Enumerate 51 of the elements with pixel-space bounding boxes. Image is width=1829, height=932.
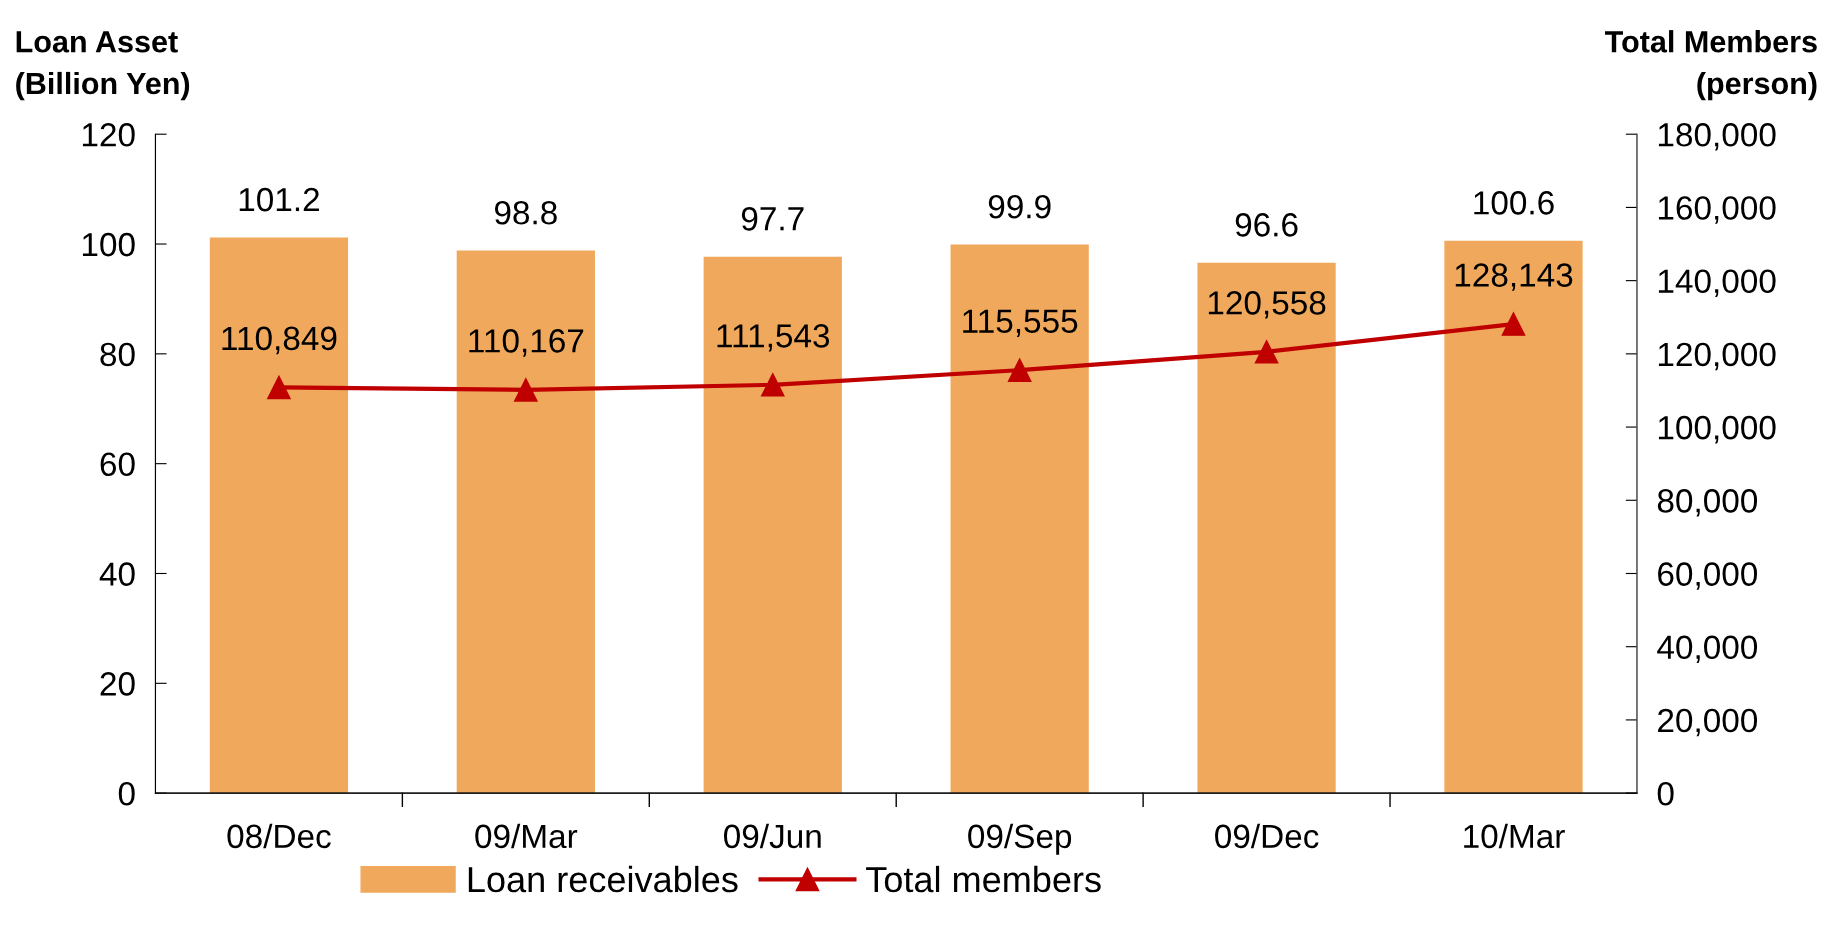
y-tick-label: 60 [100, 452, 135, 477]
data-label: 96.6 [1235, 213, 1298, 237]
x-tick-label: 09/Mar [475, 823, 578, 849]
bar [950, 244, 1089, 794]
data-label: 101.2 [239, 187, 319, 212]
x-tick-label: 09/Jun [724, 823, 821, 849]
y2-tick-label: 140,000 [1658, 269, 1776, 297]
data-label: 99.9 [988, 194, 1051, 219]
y2-tick-label: 120,000 [1658, 342, 1776, 371]
y-tick-label: 40 [99, 562, 135, 586]
y2-tick-label: 40,000 [1657, 635, 1758, 664]
y2-tick-label: 60,000 [1658, 562, 1758, 590]
data-label: 110,849 [222, 326, 337, 355]
point [1007, 358, 1032, 382]
point [1254, 340, 1279, 364]
bar [703, 256, 842, 794]
y-tick-label: 100 [82, 232, 135, 257]
y-tick-label: 120 [82, 123, 135, 147]
y-axis-title: Loan Asset (Billion Yen) [16, 31, 190, 101]
y2-axis-title: Total Members (person) [1605, 30, 1817, 101]
x-tick-label: 10/Mar [1464, 823, 1565, 849]
data-label: 100.6 [1474, 191, 1554, 215]
x-tick-label: 08/Dec [227, 823, 331, 849]
y2-tick-label: 180,000 [1658, 123, 1776, 151]
x-tick-label: 09/Dec [1215, 823, 1319, 849]
y2-tick-label: 160,000 [1658, 196, 1776, 224]
bar [1197, 262, 1336, 794]
y-tick-label: 80 [100, 342, 135, 367]
data-label: 115,555 [963, 309, 1078, 337]
point [760, 373, 785, 397]
x-tick-label: 09/Sep [968, 823, 1072, 855]
data-label: 98.8 [494, 200, 557, 225]
bar [209, 237, 349, 794]
y-tick-label: 20 [100, 672, 135, 696]
y-tick-label: 0 [118, 781, 135, 806]
point [1501, 312, 1526, 336]
point [267, 375, 291, 400]
y2-tick-label: 100,000 [1658, 415, 1776, 444]
legend-label: Total members [866, 865, 1101, 893]
bar [1444, 240, 1583, 794]
data-label: 111,543 [717, 324, 830, 352]
data-label: 128,143 [1455, 263, 1573, 291]
bar [456, 250, 595, 794]
point [514, 378, 538, 402]
y2-tick-label: 20,000 [1658, 708, 1758, 737]
legend-label: Loan receivables [468, 865, 738, 893]
y2-tick-label: 0 [1657, 781, 1674, 806]
data-label: 120,558 [1208, 291, 1326, 319]
data-label: 97.7 [741, 207, 804, 231]
data-label: 110,167 [469, 329, 584, 357]
y2-tick-label: 80,000 [1657, 489, 1758, 517]
